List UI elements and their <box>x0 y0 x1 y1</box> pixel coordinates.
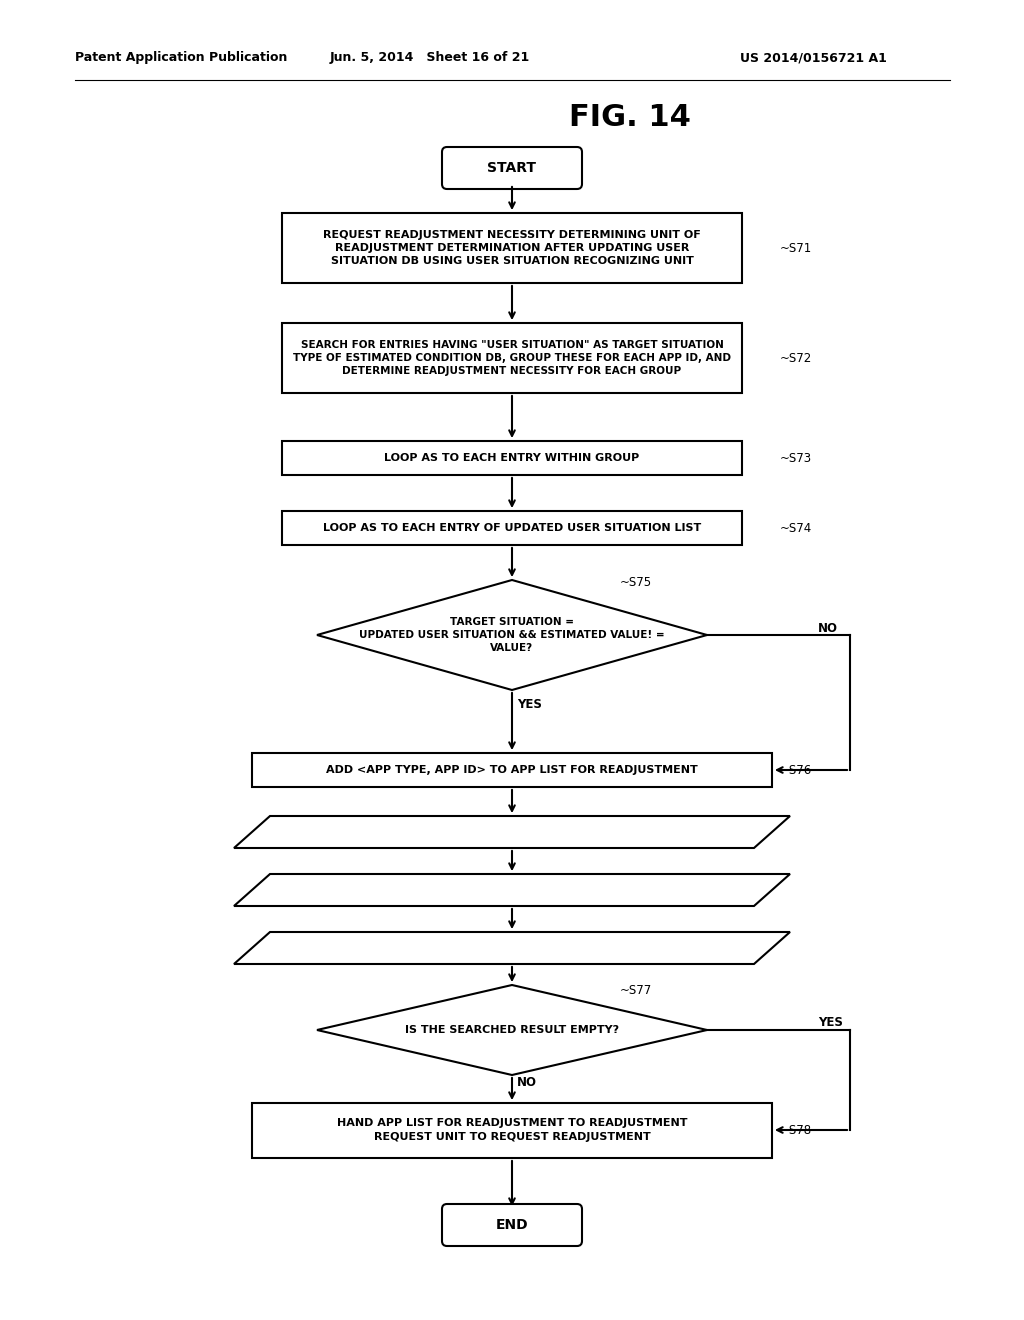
Bar <box>282 323 742 393</box>
Bar <box>282 441 742 475</box>
Polygon shape <box>234 816 790 847</box>
Text: Jun. 5, 2014   Sheet 16 of 21: Jun. 5, 2014 Sheet 16 of 21 <box>330 51 530 65</box>
Text: Patent Application Publication: Patent Application Publication <box>75 51 288 65</box>
Text: TARGET SITUATION =
UPDATED USER SITUATION && ESTIMATED VALUE! =
VALUE?: TARGET SITUATION = UPDATED USER SITUATIO… <box>359 616 665 653</box>
Polygon shape <box>234 874 790 906</box>
Text: YES: YES <box>818 1015 843 1028</box>
Text: ~S75: ~S75 <box>620 576 652 589</box>
Text: SEARCH FOR ENTRIES HAVING "USER SITUATION" AS TARGET SITUATION
TYPE OF ESTIMATED: SEARCH FOR ENTRIES HAVING "USER SITUATIO… <box>293 339 731 376</box>
Text: ~S78: ~S78 <box>780 1123 812 1137</box>
Bar <box>252 752 772 787</box>
Bar <box>282 511 742 545</box>
Text: HAND APP LIST FOR READJUSTMENT TO READJUSTMENT
REQUEST UNIT TO REQUEST READJUSTM: HAND APP LIST FOR READJUSTMENT TO READJU… <box>337 1118 687 1142</box>
Text: ~S73: ~S73 <box>780 451 812 465</box>
Text: ~S77: ~S77 <box>620 983 652 997</box>
Text: ~S74: ~S74 <box>780 521 812 535</box>
FancyBboxPatch shape <box>442 1204 582 1246</box>
Text: NO: NO <box>818 622 838 635</box>
Text: NO: NO <box>517 1076 537 1089</box>
Text: ~S76: ~S76 <box>780 763 812 776</box>
Text: YES: YES <box>517 698 542 711</box>
Text: LOOP AS TO EACH ENTRY OF UPDATED USER SITUATION LIST: LOOP AS TO EACH ENTRY OF UPDATED USER SI… <box>323 523 701 533</box>
Text: US 2014/0156721 A1: US 2014/0156721 A1 <box>740 51 887 65</box>
Bar <box>282 213 742 282</box>
FancyBboxPatch shape <box>442 147 582 189</box>
Text: END: END <box>496 1218 528 1232</box>
Text: START: START <box>487 161 537 176</box>
Text: REQUEST READJUSTMENT NECESSITY DETERMINING UNIT OF
READJUSTMENT DETERMINATION AF: REQUEST READJUSTMENT NECESSITY DETERMINI… <box>324 230 700 267</box>
Text: ~S72: ~S72 <box>780 351 812 364</box>
Text: ~S71: ~S71 <box>780 242 812 255</box>
Polygon shape <box>234 932 790 964</box>
Bar <box>252 1102 772 1158</box>
Polygon shape <box>317 985 707 1074</box>
Text: IS THE SEARCHED RESULT EMPTY?: IS THE SEARCHED RESULT EMPTY? <box>404 1026 620 1035</box>
Text: LOOP AS TO EACH ENTRY WITHIN GROUP: LOOP AS TO EACH ENTRY WITHIN GROUP <box>384 453 640 463</box>
Text: FIG. 14: FIG. 14 <box>569 103 691 132</box>
Polygon shape <box>317 579 707 690</box>
Text: ADD <APP TYPE, APP ID> TO APP LIST FOR READJUSTMENT: ADD <APP TYPE, APP ID> TO APP LIST FOR R… <box>326 766 698 775</box>
